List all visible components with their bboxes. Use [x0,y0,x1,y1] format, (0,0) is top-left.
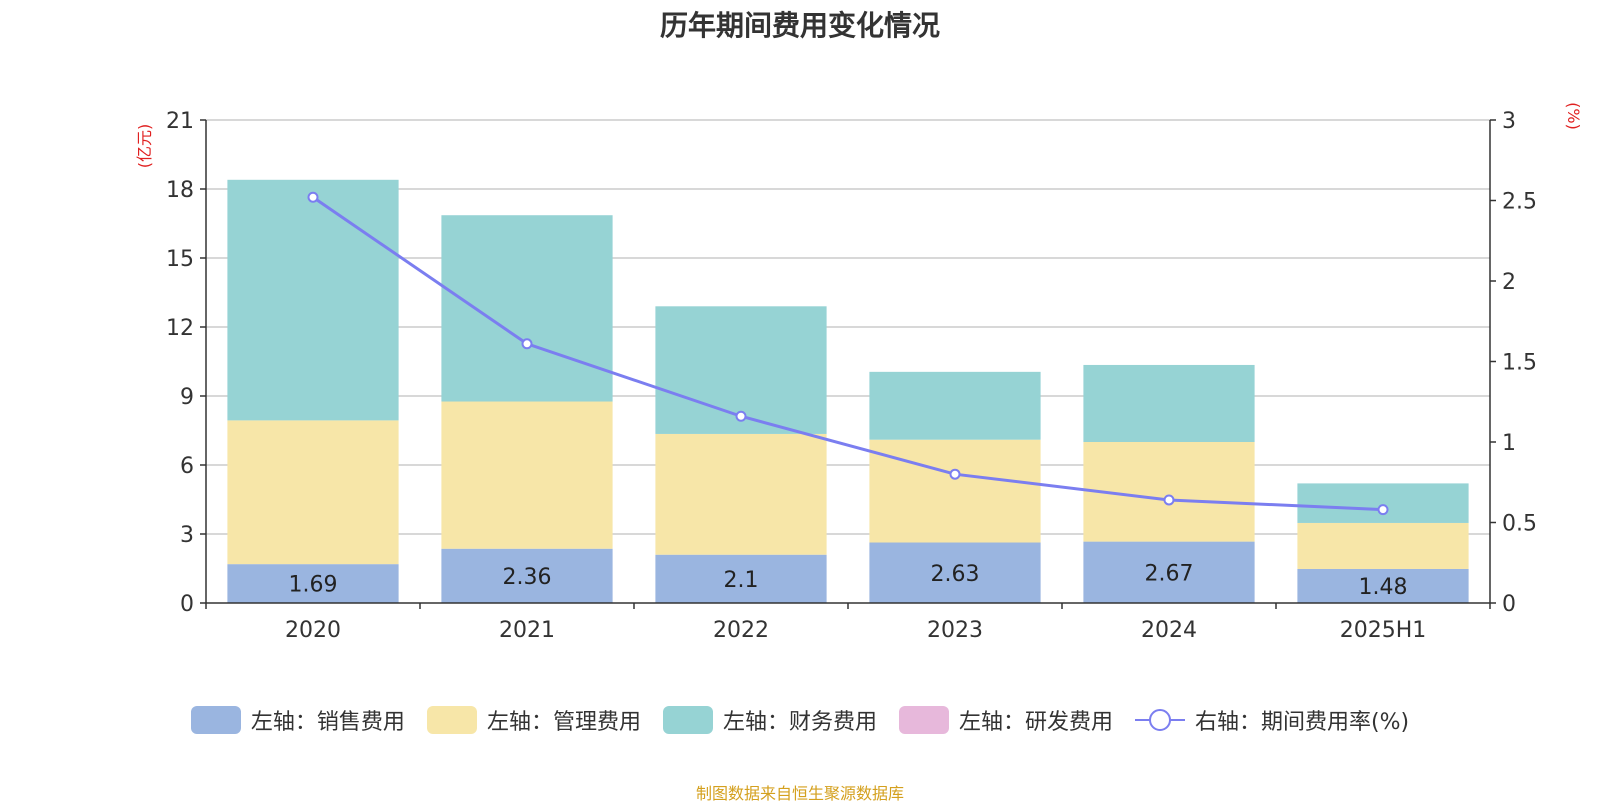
left-axis-tick-label: 0 [180,592,194,617]
legend-label-admin: 左轴：管理费用 [486,710,641,735]
x-axis-tick-label: 2020 [285,618,341,643]
legend-item-rate[interactable]: 右轴：期间费用率(%) [1134,704,1410,736]
rate-line-series [307,191,1389,516]
right-axis-tick-label: 3 [1502,109,1516,134]
legend-swatch-finance [662,706,713,734]
bar-sales-2024 [1083,541,1255,603]
right-axis-tick-label: 1 [1502,431,1516,456]
legend-swatch-sales [190,706,241,734]
left-axis-tick-label: 18 [166,178,194,203]
left-axis-tick-label: 12 [166,316,194,341]
right-axis-tick-label: 0.5 [1502,512,1537,537]
bar-admin-2020 [227,420,399,565]
bar-value-label: 1.48 [1359,575,1408,600]
right-axis-tick-label: 2 [1502,270,1516,295]
bar-value-labels: 1.69 2.36 2.1 2.63 2.67 1.48 [289,561,1408,600]
rate-point-2025H1 [1377,504,1389,516]
bar-series [227,179,1469,603]
bar-admin-2023 [869,439,1041,543]
legend-label-sales: 左轴：销售费用 [250,710,405,735]
legend-label-finance: 左轴：财务费用 [722,710,877,735]
bar-admin-2021 [441,401,613,549]
rate-line [312,196,1384,512]
bar-value-label: 2.36 [503,565,552,590]
legend-label-rate: 右轴：期间费用率(%) [1194,710,1410,735]
legend-item-rnd[interactable]: 左轴：研发费用 [898,704,1113,736]
bar-finance-2024 [1083,364,1255,442]
legend-item-finance[interactable]: 左轴：财务费用 [662,704,877,736]
left-axis-tick-label: 3 [180,523,194,548]
grid-lines [206,119,1490,535]
bar-finance-2021 [441,215,613,402]
x-axis-tick-label: 2021 [499,618,555,643]
right-axis-tick-label: 1.5 [1502,351,1537,376]
data-source-note: 制图数据来自恒生聚源数据库 [695,784,904,803]
rate-point-2020 [307,191,319,203]
right-axis-tick-label: 2.5 [1502,190,1537,215]
bar-value-label: 2.1 [724,568,759,593]
rate-point-2022 [735,410,747,422]
bar-sales-2023 [869,542,1041,603]
legend-item-sales[interactable]: 左轴：销售费用 [190,704,405,736]
bar-finance-2020 [227,179,399,421]
bar-sales-2020 [227,564,399,603]
left-axis-tick-label: 6 [180,454,194,479]
x-axis-tick-label: 2025H1 [1340,618,1427,643]
bar-value-label: 2.67 [1145,561,1194,586]
left-axis-unit: (亿元) [135,124,154,169]
bar-admin-2025H1 [1297,522,1469,569]
x-axis-tick-label: 2022 [713,618,769,643]
right-axis-tick-label: 0 [1502,592,1516,617]
rate-point-2023 [949,468,961,480]
bar-sales-2021 [441,548,613,603]
chart-title: 历年期间费用变化情况 [659,9,940,42]
x-axis-tick-label: 2024 [1141,618,1197,643]
legend-line-marker-icon [1134,706,1185,734]
bar-sales-2025H1 [1297,568,1469,603]
bar-finance-2023 [869,371,1041,440]
legend: 左轴：销售费用 左轴：管理费用 左轴：财务费用 左轴：研发费用 右轴：期间费用率… [0,704,1600,736]
axes: 0 3 6 9 12 15 18 21 0 0.5 1 1.5 2 2.5 3 2020 2021 2022 202… [135,102,1583,643]
legend-item-admin[interactable]: 左轴：管理费用 [426,704,641,736]
legend-swatch-rnd [898,706,949,734]
rate-point-2021 [521,338,533,350]
rate-point-2024 [1163,494,1175,506]
bar-value-label: 2.63 [931,562,980,587]
right-axis-unit: (%) [1564,102,1583,130]
left-axis-tick-label: 15 [166,247,194,272]
left-axis-tick-label: 9 [180,385,194,410]
bar-finance-2025H1 [1297,483,1469,523]
x-axis-tick-label: 2023 [927,618,983,643]
bar-value-label: 1.69 [289,573,338,598]
bar-admin-2022 [655,433,827,555]
left-axis-tick-label: 21 [166,109,194,134]
legend-swatch-admin [426,706,477,734]
bar-sales-2022 [655,554,827,603]
legend-label-rnd: 左轴：研发费用 [958,710,1113,735]
